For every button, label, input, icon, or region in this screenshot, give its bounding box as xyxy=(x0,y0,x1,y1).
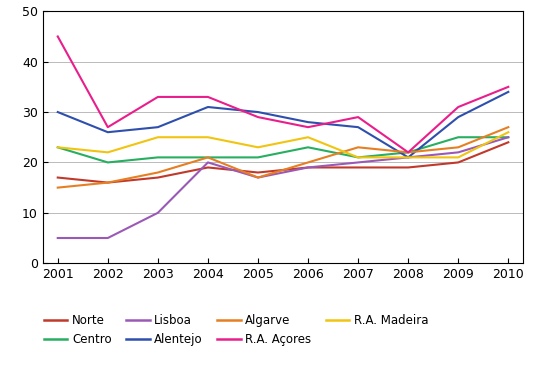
Legend: Norte, Centro, Lisboa, Alentejo, Algarve, R.A. Açores, R.A. Madeira: Norte, Centro, Lisboa, Alentejo, Algarve… xyxy=(44,314,428,346)
